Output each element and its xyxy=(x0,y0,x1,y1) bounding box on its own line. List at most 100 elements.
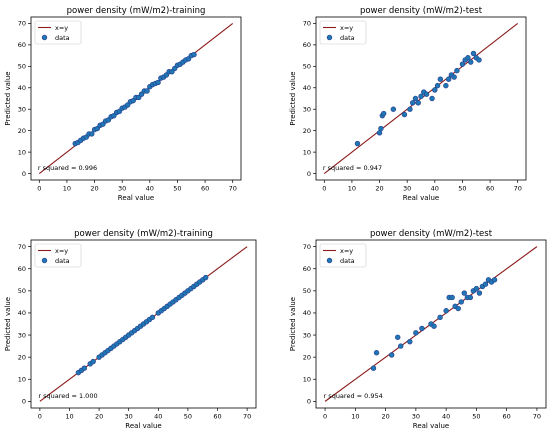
x-tick-label: 0 xyxy=(37,185,41,193)
data-point xyxy=(191,51,197,58)
data-point xyxy=(443,82,449,89)
y-tick-label: 40 xyxy=(18,84,26,92)
data-point xyxy=(468,59,474,65)
x-tick-label: 40 xyxy=(146,185,154,193)
x-tick-label: 40 xyxy=(442,413,450,421)
x-tick-label: 50 xyxy=(458,185,466,193)
data-point xyxy=(423,91,430,97)
data-point xyxy=(395,334,401,340)
legend: x=y data xyxy=(319,243,367,268)
data-point xyxy=(458,299,464,305)
legend-marker-swatch xyxy=(326,257,333,264)
y-tick-label: 60 xyxy=(18,265,26,273)
data-point xyxy=(413,330,419,336)
plot-frame xyxy=(30,239,257,409)
data-point xyxy=(465,55,471,61)
y-tick-label: 10 xyxy=(303,148,311,156)
data-point xyxy=(461,290,467,296)
x-tick-label: 10 xyxy=(351,413,359,421)
chart-panel-2: power density (mW/m2)-test 0 10 20 30 40 50 60 7… xyxy=(289,6,527,202)
data-point xyxy=(149,314,156,321)
y-tick-label: 20 xyxy=(303,353,311,361)
data-point xyxy=(144,88,150,94)
plot-frame xyxy=(315,239,547,409)
chart-title: power density (mW/m2)-test xyxy=(360,6,483,16)
y-tick-label: 10 xyxy=(18,148,26,156)
data-point xyxy=(388,352,395,358)
x-axis-label: Real value xyxy=(403,194,439,202)
x-tick-label: 20 xyxy=(375,185,383,193)
y-tick-label: 70 xyxy=(18,243,26,251)
y-tick-label: 60 xyxy=(303,41,311,49)
y-axis-label: Predicted value xyxy=(4,297,12,351)
data-point xyxy=(373,350,380,356)
y-tick-label: 50 xyxy=(18,287,26,295)
x-tick-label: 70 xyxy=(514,185,522,193)
legend-marker-swatch xyxy=(41,34,48,41)
x-tick-label: 30 xyxy=(125,413,133,421)
x-tick-label: 10 xyxy=(348,185,356,193)
data-point xyxy=(470,50,477,57)
data-point xyxy=(415,100,421,106)
data-point xyxy=(434,82,441,89)
x-tick-label: 20 xyxy=(95,413,103,421)
x-tick-label: 60 xyxy=(503,413,511,421)
data-point xyxy=(445,76,452,82)
plot-frame xyxy=(30,16,242,181)
data-point xyxy=(354,140,361,147)
data-point xyxy=(443,308,449,314)
x-tick-label: 70 xyxy=(533,413,541,421)
data-point xyxy=(437,314,443,321)
data-point xyxy=(410,100,416,106)
data-point xyxy=(202,274,209,281)
x-tick-label: 50 xyxy=(173,185,181,193)
legend-label: x=y xyxy=(340,247,353,255)
x-tick-label: 70 xyxy=(243,413,251,421)
x-tick-label: 40 xyxy=(431,185,439,193)
data-point xyxy=(380,110,387,117)
x-axis-label: Real value xyxy=(413,422,449,430)
y-tick-label: 0 xyxy=(22,398,26,406)
data-point xyxy=(451,74,457,80)
data-point xyxy=(390,106,397,112)
plot-area xyxy=(324,246,538,402)
y-axis-label: Predicted value xyxy=(4,71,12,125)
data-point xyxy=(418,93,424,100)
data-point xyxy=(449,294,455,301)
data-point xyxy=(473,285,480,292)
chart-panel-4: power density (mW/m2)-test 0 10 20 30 40 50 60 7… xyxy=(289,229,547,430)
x-tick-label: 20 xyxy=(90,185,98,193)
plot-area xyxy=(38,22,234,175)
data-point xyxy=(407,338,413,345)
y-tick-label: 30 xyxy=(303,331,311,339)
y-tick-label: 70 xyxy=(18,20,26,28)
legend-label: x=y xyxy=(340,24,353,32)
data-point xyxy=(90,358,96,365)
y-tick-label: 70 xyxy=(303,243,311,251)
y-tick-label: 20 xyxy=(303,127,311,135)
y-axis-label: Predicted value xyxy=(289,297,297,351)
x-tick-label: 20 xyxy=(381,413,389,421)
plot-area xyxy=(323,22,519,175)
y-tick-label: 20 xyxy=(18,353,26,361)
data-point xyxy=(437,76,444,82)
legend-label: data xyxy=(340,257,355,265)
legend-label: x=y xyxy=(55,247,68,255)
y-tick-label: 30 xyxy=(303,106,311,114)
data-point xyxy=(476,290,483,296)
x-tick-label: 50 xyxy=(184,413,192,421)
x-tick-label: 10 xyxy=(63,185,71,193)
y-tick-label: 20 xyxy=(18,127,26,135)
y-tick-label: 60 xyxy=(303,265,311,273)
y-tick-label: 30 xyxy=(18,106,26,114)
data-point xyxy=(89,131,95,137)
x-tick-label: 60 xyxy=(201,185,209,193)
x-axis-label: Real value xyxy=(118,194,154,202)
x-tick-label: 30 xyxy=(403,185,411,193)
r-squared-annotation: r squared = 1.000 xyxy=(38,392,97,400)
data-point xyxy=(491,277,498,283)
legend-label: data xyxy=(340,34,355,42)
y-tick-label: 50 xyxy=(303,287,311,295)
data-point xyxy=(401,111,408,118)
